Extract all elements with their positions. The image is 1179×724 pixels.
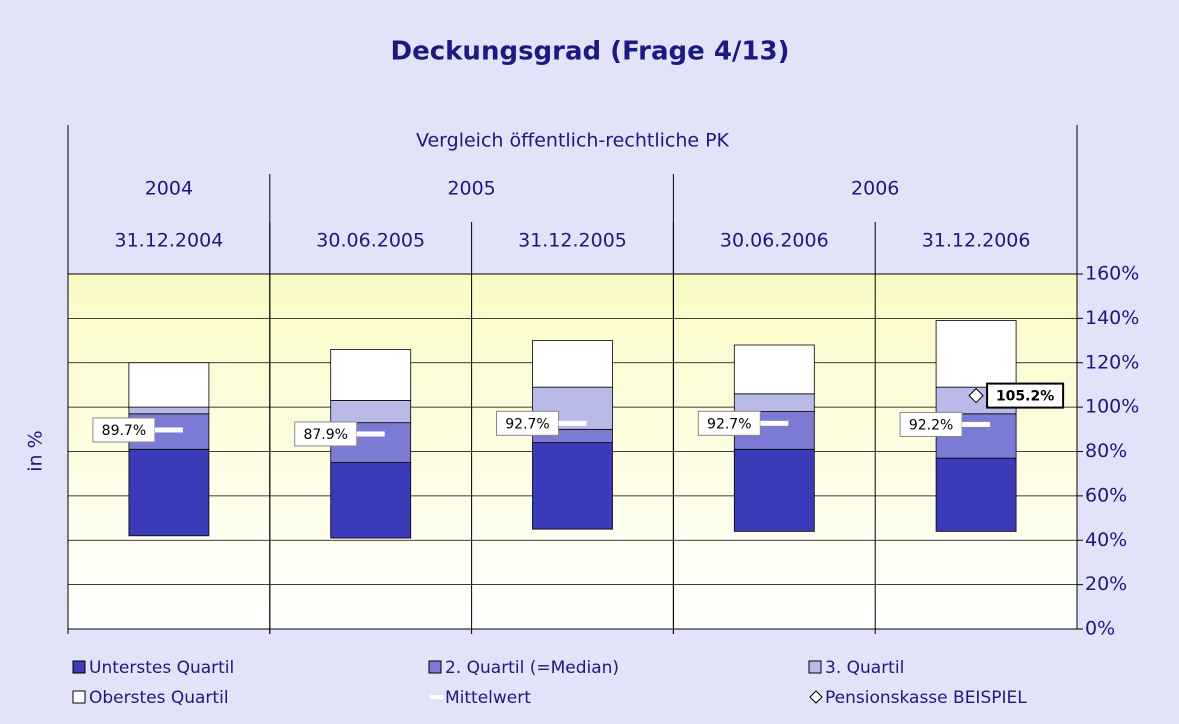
label-box bbox=[899, 411, 963, 437]
beispiel-marker bbox=[968, 387, 984, 404]
bar-offset bbox=[533, 529, 613, 629]
group-label: Vergleich öffentlich-rechtliche PK bbox=[416, 130, 730, 152]
legend-swatch bbox=[430, 695, 444, 699]
bar-segment bbox=[935, 320, 1017, 388]
bar-segment bbox=[935, 457, 1017, 532]
y-tick-label: 160% bbox=[1085, 263, 1139, 285]
x-tick-label: 30.06.2006 bbox=[720, 230, 829, 252]
mean-marker bbox=[154, 427, 183, 433]
bar-offset bbox=[936, 531, 1016, 629]
year-label: 2006 bbox=[851, 178, 899, 200]
year-label: 2004 bbox=[145, 178, 193, 200]
x-tick-label: 31.12.2006 bbox=[922, 230, 1031, 252]
bar-segment bbox=[330, 462, 412, 539]
y-tick-label: 120% bbox=[1085, 351, 1139, 373]
legend-swatch bbox=[808, 660, 822, 674]
mean-marker bbox=[558, 420, 587, 426]
y-tick-label: 0% bbox=[1085, 618, 1115, 640]
legend-label: Unterstes Quartil bbox=[89, 658, 234, 678]
x-tick-label: 30.06.2005 bbox=[316, 230, 425, 252]
y-axis-label: in % bbox=[25, 430, 47, 471]
mean-marker bbox=[356, 431, 385, 437]
bar-segment bbox=[128, 448, 210, 537]
bar-segment bbox=[733, 448, 815, 532]
legend-swatch bbox=[72, 690, 86, 704]
chart-title: Deckungsgrad (Frage 4/13) bbox=[391, 37, 790, 67]
y-tick-label: 100% bbox=[1085, 396, 1139, 418]
label-box bbox=[294, 421, 358, 447]
y-tick-label: 80% bbox=[1085, 440, 1127, 462]
bar-segment bbox=[128, 406, 210, 415]
mean-marker bbox=[760, 420, 789, 426]
bar-segment bbox=[330, 349, 412, 401]
x-tick-label: 31.12.2004 bbox=[115, 230, 224, 252]
beispiel-label: 105.2% bbox=[996, 389, 1054, 405]
y-tick-label: 140% bbox=[1085, 307, 1139, 329]
bar-offset bbox=[331, 538, 411, 629]
mean-label: 92.7% bbox=[505, 416, 549, 432]
legend-label: 3. Quartil bbox=[825, 658, 904, 678]
legend-swatch bbox=[809, 690, 823, 704]
bar-segment bbox=[532, 442, 613, 530]
bar-segment bbox=[733, 393, 815, 412]
mean-marker bbox=[962, 421, 991, 427]
legend-swatch bbox=[428, 660, 442, 674]
mean-label: 89.7% bbox=[102, 423, 146, 439]
y-tick-label: 60% bbox=[1085, 484, 1127, 506]
bar-segment bbox=[128, 362, 210, 408]
legend-label: Mittelwert bbox=[445, 688, 531, 708]
bar-segment bbox=[330, 400, 412, 424]
bar-offset bbox=[734, 531, 814, 629]
label-box bbox=[986, 382, 1065, 409]
bar-segment bbox=[532, 340, 613, 388]
mean-label: 87.9% bbox=[303, 427, 347, 443]
label-box bbox=[697, 410, 761, 436]
mean-label: 92.7% bbox=[707, 416, 751, 432]
mean-label: 92.2% bbox=[909, 417, 953, 433]
y-tick-label: 40% bbox=[1085, 529, 1127, 551]
legend-label: Oberstes Quartil bbox=[89, 688, 229, 708]
legend-label: 2. Quartil (=Median) bbox=[445, 658, 619, 678]
y-tick-label: 20% bbox=[1085, 573, 1127, 595]
legend-label: Pensionskasse BEISPIEL bbox=[825, 688, 1027, 708]
legend-swatch bbox=[72, 660, 86, 674]
x-tick-label: 31.12.2005 bbox=[518, 230, 627, 252]
bar-offset bbox=[129, 536, 209, 629]
bar-segment bbox=[733, 344, 815, 395]
year-label: 2005 bbox=[447, 178, 495, 200]
